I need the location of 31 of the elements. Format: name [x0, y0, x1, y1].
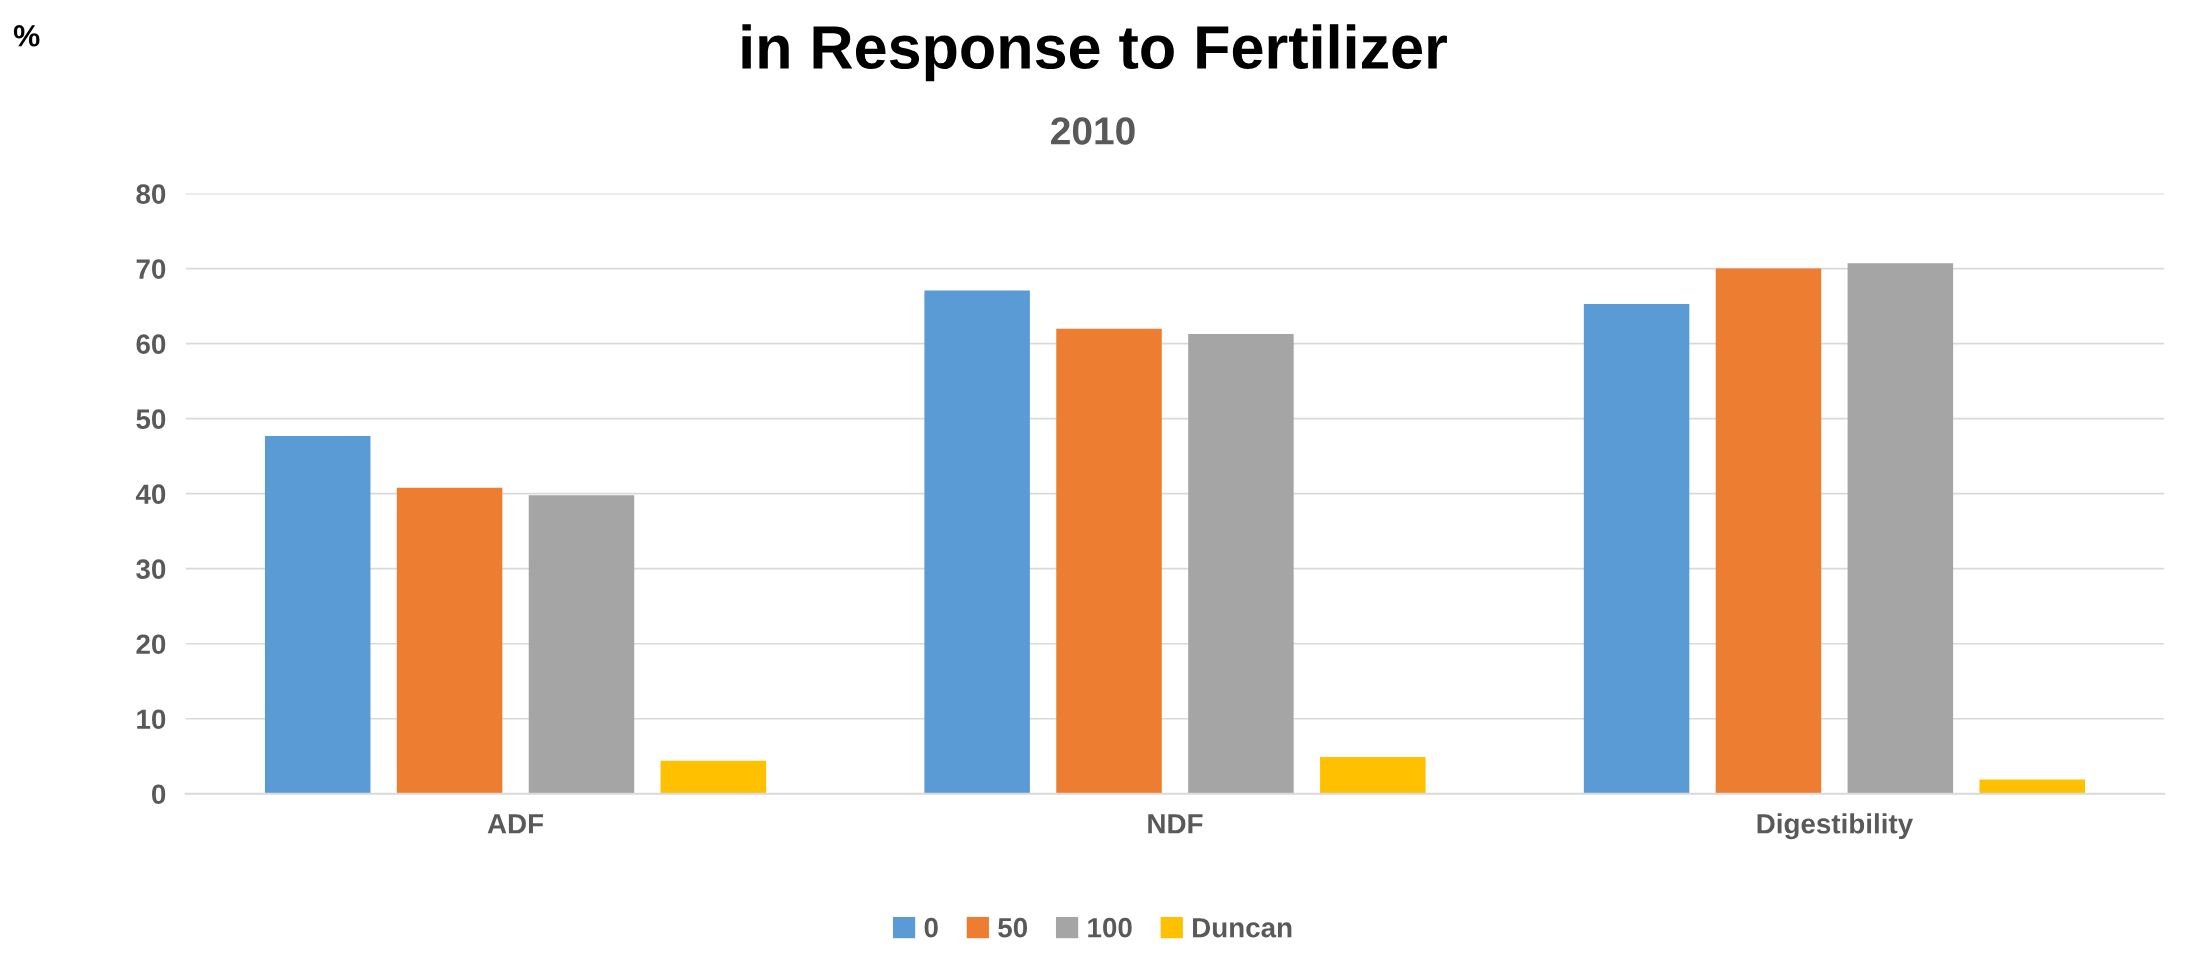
text: % [13, 25, 40, 47]
legend-label: 0 [924, 917, 938, 938]
y-tick-label: 0 [152, 784, 166, 805]
bar [1583, 303, 1690, 794]
y-tick-label: 20 [136, 634, 166, 655]
bar [924, 290, 1030, 794]
y-tick-label: 10 [137, 709, 166, 730]
bar [1847, 263, 1954, 794]
bar [1979, 779, 2086, 794]
x-tick-label: ADF [487, 814, 544, 834]
bar [528, 495, 635, 794]
chart-title: in Response to Fertilizer [742, 24, 1447, 82]
bar [1320, 757, 1426, 794]
y-tick-label: 80 [136, 184, 166, 204]
bar [1056, 328, 1162, 794]
legend-label: 50 [998, 917, 1028, 938]
legend-label: 100 [1088, 917, 1132, 938]
x-tick-label: NDF [1148, 814, 1203, 834]
y-tick-label: 40 [135, 484, 166, 505]
legend-label: Duncan [1193, 918, 1292, 938]
chart-subtitle: 2010 [1051, 117, 1135, 145]
y-tick-label: 60 [136, 334, 166, 354]
bar [396, 487, 503, 794]
y-tick-label: 50 [136, 409, 166, 429]
y-tick-label: 70 [136, 259, 166, 279]
bar [264, 435, 371, 794]
bar [1715, 268, 1822, 794]
y-tick-label: 30 [136, 559, 166, 580]
bar [660, 760, 767, 794]
bar [1188, 333, 1294, 794]
x-tick-label: Digestibility [1757, 813, 1913, 840]
